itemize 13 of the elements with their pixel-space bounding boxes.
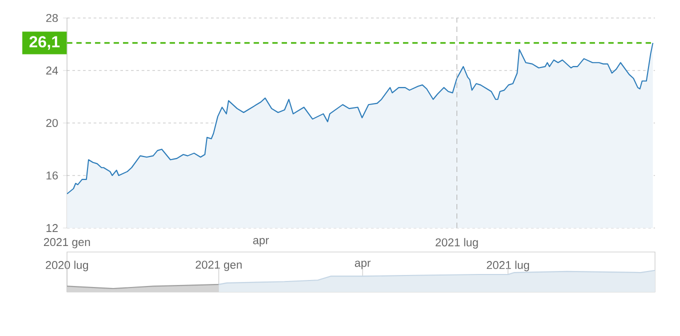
x-tick-label: apr [354,260,371,270]
y-tick-label: 20 [46,118,58,128]
x-tick-label: 2021 gen [196,260,242,271]
x-tick-label: 2021 gen [44,238,90,248]
y-tick-label: 24 [46,66,58,74]
x-tick-label: 2020 lug [46,260,88,272]
x-tick-label: apr [253,238,269,246]
y-tick-label: 16 [46,171,58,180]
ref-line-label: 26,1 [29,36,60,50]
x-tick-label: 2021 lug [486,260,530,272]
y-tick-label: 28 [46,14,58,22]
y-tick-label: 12 [46,224,58,232]
x-tick-label: 2021 lug [436,238,478,249]
